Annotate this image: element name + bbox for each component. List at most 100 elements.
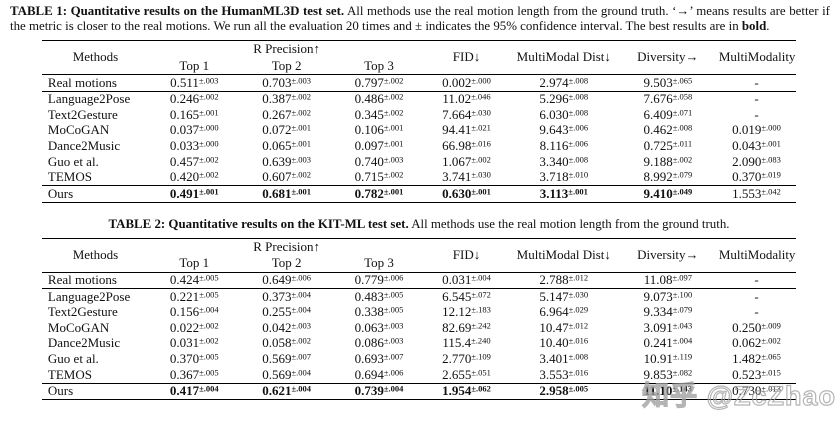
confidence-interval: ±.001: [291, 186, 312, 197]
confidence-interval: ±.005: [383, 289, 404, 300]
value-cell: 9.410±.049: [619, 186, 717, 203]
value-cell: 0.457±.002: [149, 154, 240, 170]
metric-value: 9.410: [643, 185, 673, 201]
table-row: MoCoGAN 0.022±.002 0.042±.003 0.063±.003 82.…: [42, 320, 796, 336]
confidence-interval: ±.002: [383, 107, 404, 118]
metric-value: 0.042: [262, 319, 292, 335]
table2-body: Real motions 0.424±.005 0.649±.006 0.779±.0…: [41, 272, 797, 400]
confidence-interval: ±.082: [672, 367, 693, 378]
confidence-interval: ±.016: [471, 138, 491, 149]
metric-value: 11.02: [442, 91, 472, 107]
table-row: Text2Gesture 0.165±.001 0.267±.002 0.345±.0…: [42, 107, 796, 123]
table2-header: Methods R Precision↑ FID↓ MultiModal Dis…: [41, 238, 797, 273]
results-table-humanml3d: Methods R Precision↑ FID↓ MultiModal Dis…: [41, 40, 797, 203]
value-cell: 0.255±.004: [240, 305, 334, 321]
metric-value: 0.483: [354, 288, 384, 304]
value-cell: 9.334±.079: [619, 305, 717, 321]
confidence-interval: ±.012: [568, 320, 589, 331]
metric-value: 5.296: [539, 91, 569, 107]
confidence-interval: ±.002: [199, 320, 219, 331]
value-cell: 0.267±.002: [240, 107, 334, 123]
confidence-interval: ±.002: [291, 169, 312, 180]
metric-value: 11.08: [643, 272, 673, 288]
value-cell: 0.417±.004: [149, 383, 240, 400]
confidence-interval: ±.065: [672, 75, 693, 86]
value-cell: 3.401±.008: [509, 351, 619, 367]
metric-value: 0.639: [262, 153, 292, 169]
confidence-interval: ±.046: [471, 91, 491, 102]
confidence-interval: ±.001: [199, 186, 219, 197]
value-cell: 0.511±.003: [149, 75, 240, 92]
metric-value: 2.770: [442, 350, 472, 366]
value-cell: 0.058±.002: [240, 336, 334, 352]
metric-value: 0.523: [732, 366, 762, 382]
value-cell: 0.420±.002: [149, 169, 240, 186]
confidence-interval: ±.005: [383, 304, 404, 315]
metric-value: 0.063: [354, 319, 384, 335]
confidence-interval: ±.005: [199, 289, 219, 300]
metric-value: 0.338: [354, 304, 384, 320]
value-cell: 0.022±.002: [149, 320, 240, 336]
value-cell: 8.116±.006: [509, 138, 619, 154]
metric-value: 0.630: [442, 185, 472, 201]
metric-value: 3.718: [539, 169, 569, 185]
confidence-interval: ±.002: [761, 335, 781, 346]
confidence-interval: ±.071: [672, 107, 693, 118]
confidence-interval: ±.030: [471, 169, 491, 180]
metric-value: 0.031: [169, 335, 200, 351]
value-cell: 0.246±.002: [149, 91, 240, 107]
value-cell: 6.409±.071: [619, 107, 717, 123]
value-cell: 0.221±.005: [149, 289, 240, 305]
table-row: Guo et al. 0.457±.002 0.639±.003 0.740±.003…: [42, 154, 796, 170]
table1-caption-lead: TABLE 1: Quantitative results on the Hum…: [10, 4, 345, 18]
value-cell: 0.345±.002: [334, 107, 425, 123]
metric-value: 0.739: [354, 383, 384, 399]
metric-value: 10.40: [539, 335, 569, 351]
metric-value: 66.98: [442, 137, 472, 153]
table-row: Language2Pose 0.246±.002 0.387±.002 0.486±.…: [42, 91, 796, 107]
col-methods: Methods: [72, 49, 119, 65]
metric-value: 0.715: [354, 169, 384, 185]
confidence-interval: ±.004: [672, 335, 693, 346]
method-cell: Ours: [47, 185, 74, 201]
value-cell: 2.974±.008: [509, 75, 619, 92]
value-cell: 2.788±.012: [509, 272, 619, 289]
value-cell: 2.655±.051: [424, 367, 508, 383]
confidence-interval: ±.004: [383, 383, 404, 394]
col-group-rprecision: R Precision↑: [253, 41, 321, 57]
table-row: TEMOS 0.367±.005 0.569±.004 0.694±.006 2.655…: [42, 367, 796, 383]
method-cell: Language2Pose: [47, 288, 131, 304]
value-cell: 0.106±.001: [334, 123, 425, 139]
table1-caption-body: All methods use the real motion length f…: [10, 4, 830, 34]
metric-value: 1.482: [732, 350, 762, 366]
confidence-interval: ±.042: [761, 186, 781, 197]
confidence-interval: ±.010: [568, 169, 589, 180]
confidence-interval: ±.002: [199, 91, 219, 102]
metric-value: 3.340: [539, 153, 569, 169]
metric-value: 9.643: [539, 122, 569, 138]
metric-value: 0.569: [262, 350, 292, 366]
metric-value: 12.12: [442, 304, 472, 320]
value-cell: 8.992±.079: [619, 169, 717, 186]
method-cell: Real motions: [47, 74, 117, 90]
confidence-interval: ±.001: [383, 138, 404, 149]
metric-value: 2.090: [732, 153, 762, 169]
col-top3: Top 3: [364, 57, 394, 73]
metric-value: 0.457: [169, 153, 200, 169]
confidence-interval: ±.002: [199, 169, 219, 180]
confidence-interval: ±.051: [471, 367, 491, 378]
metric-value: 0.022: [169, 319, 200, 335]
confidence-interval: ±.013: [761, 383, 781, 394]
metric-value: 3.401: [539, 350, 569, 366]
table1-body: Real motions 0.511±.003 0.703±.003 0.797±.0…: [41, 74, 797, 203]
confidence-interval: ±.003: [383, 154, 404, 165]
table-row: MoCoGAN 0.037±.000 0.072±.001 0.106±.001 94.…: [42, 123, 796, 139]
method-cell: TEMOS: [47, 169, 92, 185]
value-cell: 0.681±.001: [240, 186, 334, 203]
confidence-interval: ±.005: [568, 383, 589, 394]
value-cell: -: [754, 91, 759, 107]
confidence-interval: ±.004: [291, 367, 312, 378]
metric-value: 0.037: [169, 122, 200, 138]
metric-value: 3.091: [643, 319, 673, 335]
metric-value: 6.545: [442, 288, 472, 304]
